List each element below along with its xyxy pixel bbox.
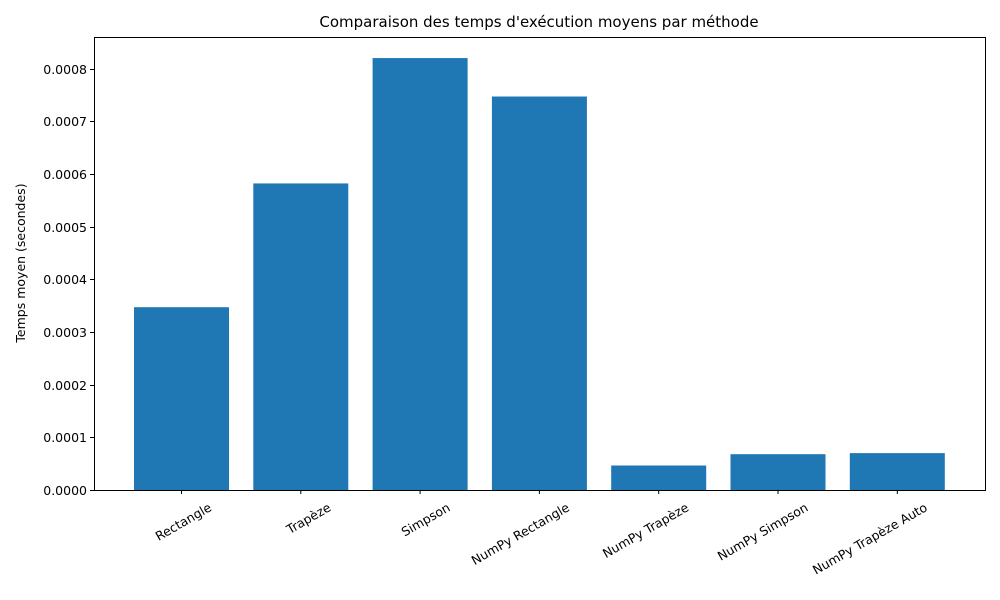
y-axis-ticks: 0.0000 0.0001 0.0002 0.0003 0.0004 0.0005 0.00… xyxy=(43,62,94,498)
x-tick-label: NumPy Trapèze Auto xyxy=(810,500,930,578)
plot-frame xyxy=(94,37,986,491)
y-tick-label: 0.0002 xyxy=(43,378,87,393)
x-tick-label: Rectangle xyxy=(153,499,215,543)
y-tick-label: 0.0001 xyxy=(43,430,87,445)
bar xyxy=(849,453,945,490)
y-tick-label: 0.0005 xyxy=(43,220,87,235)
x-tick-label: Trapèze xyxy=(283,499,334,537)
bar xyxy=(730,454,826,490)
bar xyxy=(611,465,707,490)
bar xyxy=(372,58,468,491)
bar xyxy=(491,96,587,490)
x-tick-label: NumPy Simpson xyxy=(715,500,811,564)
chart-title: Comparaison des temps d'exécution moyens… xyxy=(319,13,758,31)
bar xyxy=(253,183,349,491)
y-tick-label: 0.0004 xyxy=(43,272,87,287)
bars-group xyxy=(134,58,945,491)
x-tick-label: Simpson xyxy=(399,500,453,540)
y-axis-label: Temps moyen (secondes) xyxy=(13,183,28,343)
x-tick-label: NumPy Rectangle xyxy=(469,499,573,567)
bar xyxy=(134,307,229,490)
y-tick-label: 0.0003 xyxy=(43,325,87,340)
y-tick-label: 0.0007 xyxy=(43,114,87,129)
y-tick-label: 0.0006 xyxy=(43,167,87,182)
x-tick-label: NumPy Trapèze xyxy=(600,499,692,561)
y-tick-label: 0.0000 xyxy=(43,483,87,498)
x-axis-ticks: Rectangle Trapèze Simpson NumPy Rectangle Nu… xyxy=(153,490,930,578)
y-tick-label: 0.0008 xyxy=(43,62,87,77)
